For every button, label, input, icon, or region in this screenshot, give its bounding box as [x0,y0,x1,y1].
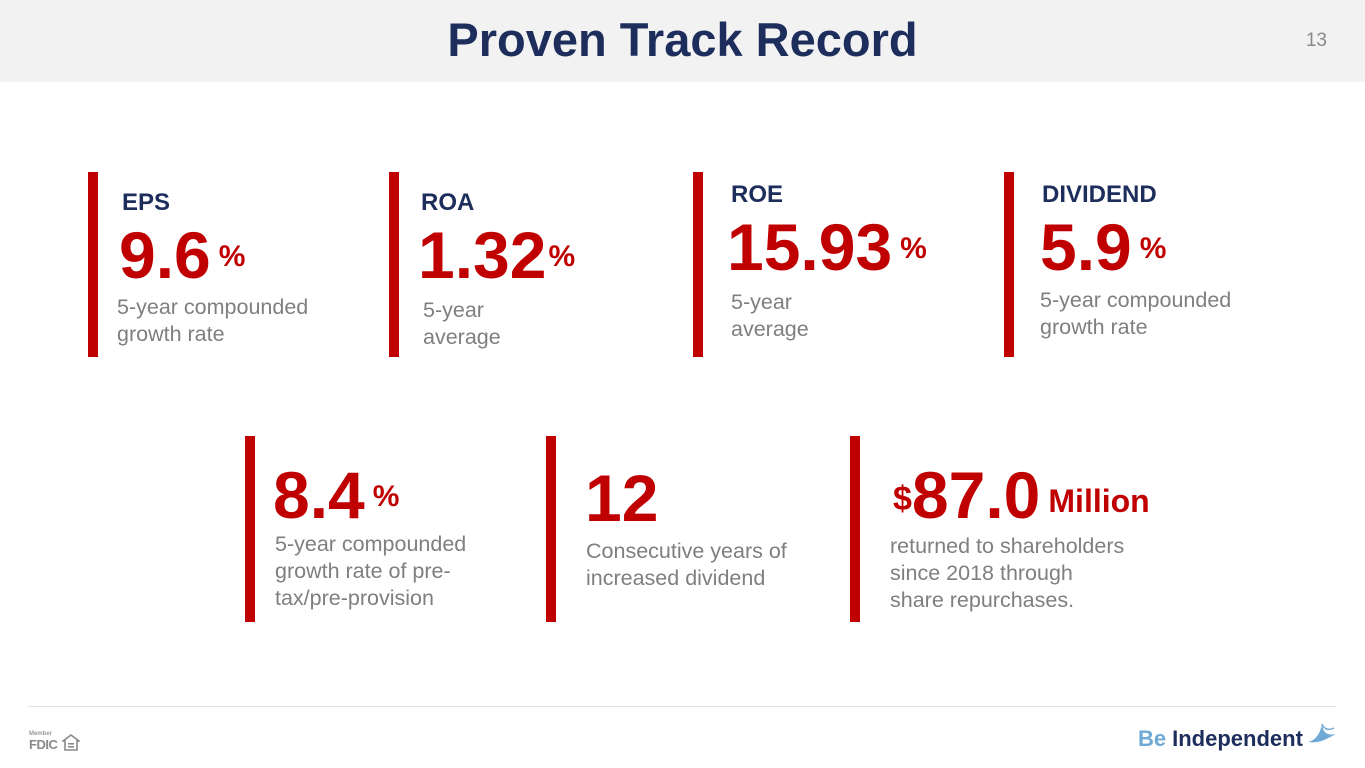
metric-unit-pretax: % [372,480,400,513]
metric-value-eps: 9.6% [119,220,245,290]
slide-title: Proven Track Record [447,13,918,66]
desc-line: 5-year compounded [117,295,309,319]
brand-logo: Be Independent [1138,726,1303,752]
desc-line: growth rate [117,322,225,346]
fdic-text: FDIC [29,737,58,752]
brand-be-text: Be [1138,726,1167,751]
metric-desc-eps: 5-year compounded growth rate [117,294,308,348]
desc-line: increased dividend [586,566,766,590]
metric-label-eps: EPS [122,189,171,216]
metric-number-dividend: 5.9 [1040,210,1132,284]
metric-label-roa: ROA [421,189,475,216]
metric-desc-pretax: 5-year compounded growth rate of pre- ta… [275,531,466,612]
desc-line: returned to shareholders [890,534,1125,558]
brand-independent-text: Independent [1172,726,1303,751]
desc-line: average [423,325,501,349]
metric-unit-repurchases: Million [1048,483,1150,519]
accent-bar-repurchases [850,436,860,622]
accent-bar-pretax [245,436,255,622]
accent-bar-eps [88,172,98,357]
fdic-member-text: Member [29,731,53,737]
metric-desc-repurchases: returned to shareholders since 2018 thro… [890,533,1124,614]
desc-line: since 2018 through [890,561,1073,585]
accent-bar-dividend [1004,172,1014,357]
metric-number-roe: 15.93 [727,210,893,284]
metric-number-repurchases: 87.0 [911,458,1041,532]
metric-label-dividend: DIVIDEND [1042,181,1157,208]
metric-desc-roe: 5-year average [731,289,809,343]
accent-bar-roa [389,172,399,357]
metric-value-dividend: 5.9% [1040,212,1166,282]
fdic-logo: Member FDIC [29,731,89,753]
metric-desc-dividend: 5-year compounded growth rate [1040,287,1231,341]
desc-line: 5-year [423,298,484,322]
metric-value-roa: 1.32% [418,220,575,290]
metric-prefix-repurchases: $ [893,480,912,518]
desc-line: 5-year compounded [1040,288,1232,312]
page-number: 13 [1305,30,1327,51]
metric-unit-eps: % [218,240,246,273]
metric-desc-roa: 5-year average [423,297,501,351]
metric-number-dividend-years: 12 [585,461,659,535]
metric-value-roe: 15.93% [727,212,927,282]
metric-number-roa: 1.32 [418,218,547,292]
metric-desc-dividend-years: Consecutive years of increased dividend [586,538,787,592]
desc-line: tax/pre-provision [275,586,434,610]
slide-header: Proven Track Record 13 [0,0,1365,82]
desc-line: 5-year compounded [275,532,467,556]
metric-value-repurchases: $87.0 Million [893,460,1150,530]
accent-bar-roe [693,172,703,357]
accent-bar-dividend-years [546,436,556,622]
metric-unit-dividend: % [1139,232,1167,265]
metric-number-pretax: 8.4 [273,458,365,532]
desc-line: share repurchases. [890,588,1075,612]
metric-value-pretax: 8.4% [273,460,399,530]
footer-divider [28,706,1336,707]
equal-housing-icon [62,734,80,751]
desc-line: growth rate [1040,315,1148,339]
metric-value-dividend-years: 12 [585,463,658,533]
desc-line: growth rate of pre- [275,559,451,583]
metric-unit-roa: % [548,240,576,273]
metric-number-eps: 9.6 [119,218,211,292]
desc-line: 5-year [731,290,792,314]
desc-line: Consecutive years of [586,539,787,563]
bird-icon [1308,723,1336,743]
metric-unit-roe: % [900,232,927,265]
desc-line: average [731,317,809,341]
metric-label-roe: ROE [731,181,784,208]
